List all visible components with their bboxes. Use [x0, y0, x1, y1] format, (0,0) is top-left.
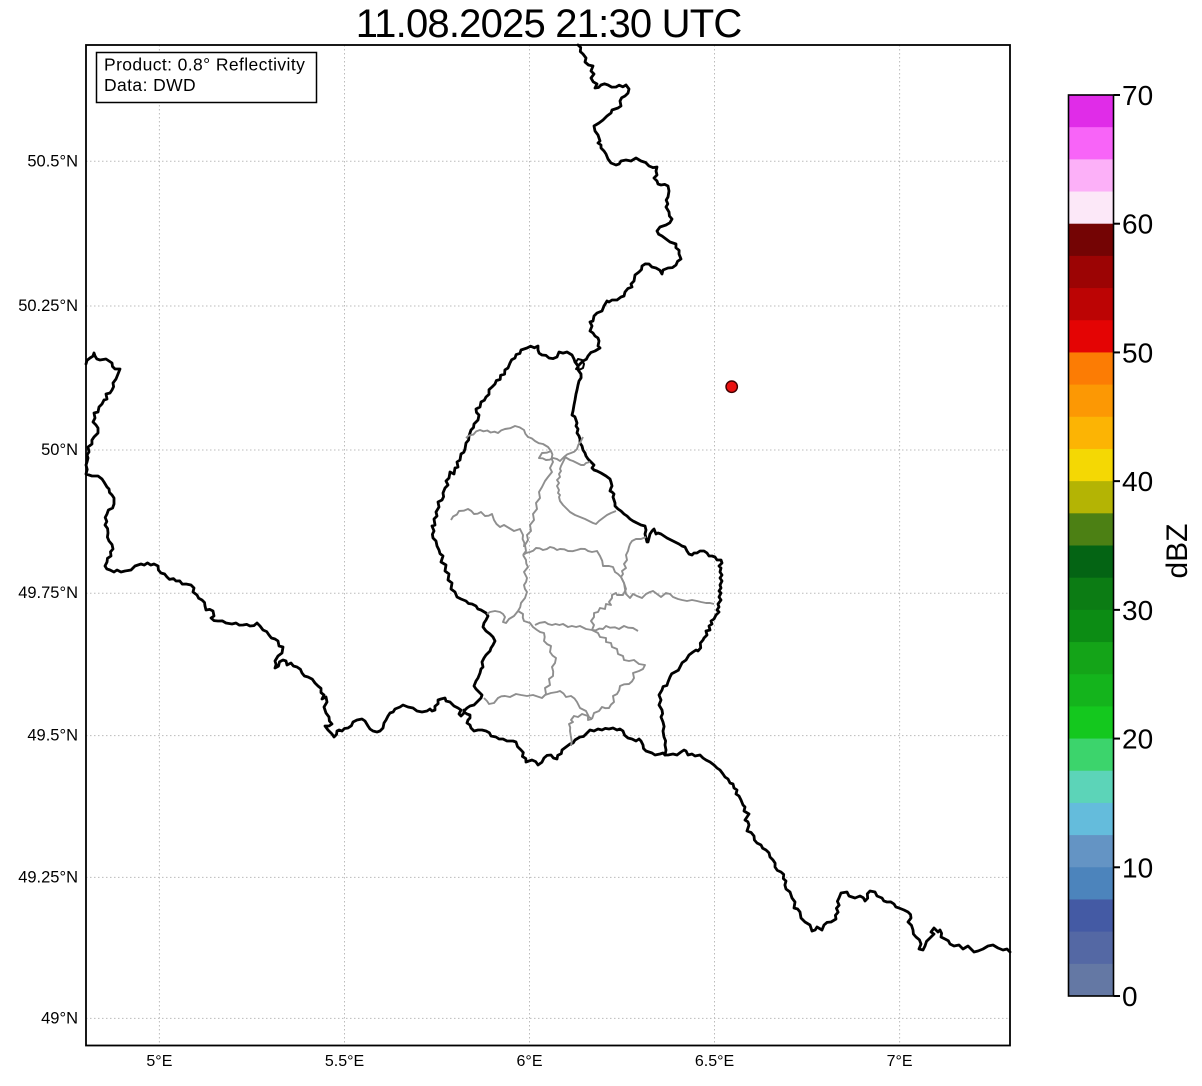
- svg-text:Data: DWD: Data: DWD: [104, 75, 196, 95]
- svg-text:6°E: 6°E: [517, 1053, 543, 1070]
- svg-text:70: 70: [1122, 80, 1153, 111]
- svg-text:50°N: 50°N: [41, 441, 78, 459]
- svg-text:49°N: 49°N: [41, 1009, 78, 1027]
- svg-text:11.08.2025 21:30 UTC: 11.08.2025 21:30 UTC: [356, 2, 742, 46]
- svg-text:50: 50: [1122, 337, 1153, 368]
- svg-text:30: 30: [1122, 595, 1153, 626]
- svg-text:60: 60: [1122, 209, 1153, 240]
- svg-text:0: 0: [1122, 981, 1138, 1012]
- svg-text:49.25°N: 49.25°N: [18, 868, 78, 886]
- svg-text:40: 40: [1122, 466, 1153, 497]
- svg-text:7°E: 7°E: [887, 1053, 913, 1070]
- svg-text:Product: 0.8° Reflectivity: Product: 0.8° Reflectivity: [104, 55, 305, 75]
- svg-text:dBZ: dBZ: [1161, 523, 1194, 578]
- svg-text:50.25°N: 50.25°N: [18, 297, 78, 315]
- svg-text:50.5°N: 50.5°N: [27, 152, 78, 170]
- svg-text:5.5°E: 5.5°E: [325, 1053, 364, 1070]
- svg-text:5°E: 5°E: [146, 1053, 172, 1070]
- svg-text:20: 20: [1122, 724, 1153, 755]
- svg-text:49.75°N: 49.75°N: [18, 584, 78, 602]
- svg-text:10: 10: [1122, 852, 1153, 883]
- svg-text:49.5°N: 49.5°N: [27, 727, 78, 745]
- svg-text:6.5°E: 6.5°E: [695, 1053, 734, 1070]
